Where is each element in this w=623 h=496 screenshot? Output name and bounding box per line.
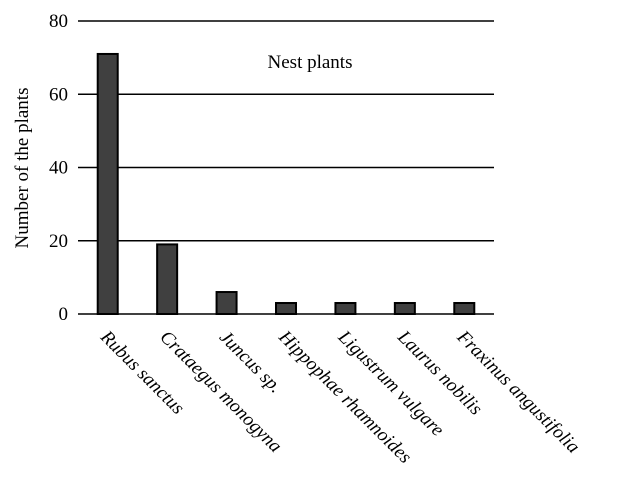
y-tick-label: 80 — [49, 11, 68, 32]
y-tick-label: 0 — [59, 304, 69, 325]
y-tick-label: 40 — [49, 158, 68, 179]
chart-title: Nest plants — [268, 52, 353, 73]
bar — [96, 52, 119, 316]
bar — [393, 302, 416, 316]
y-tick-label: 20 — [49, 231, 68, 252]
y-tick-label: 60 — [49, 84, 68, 105]
x-tick-label: Ligustrum vulgare — [333, 326, 448, 441]
bar — [156, 243, 179, 316]
bar — [215, 291, 238, 315]
bar — [334, 302, 357, 316]
bar — [453, 302, 476, 316]
bar — [275, 302, 297, 316]
y-axis-label: Number of the plants — [12, 88, 33, 249]
